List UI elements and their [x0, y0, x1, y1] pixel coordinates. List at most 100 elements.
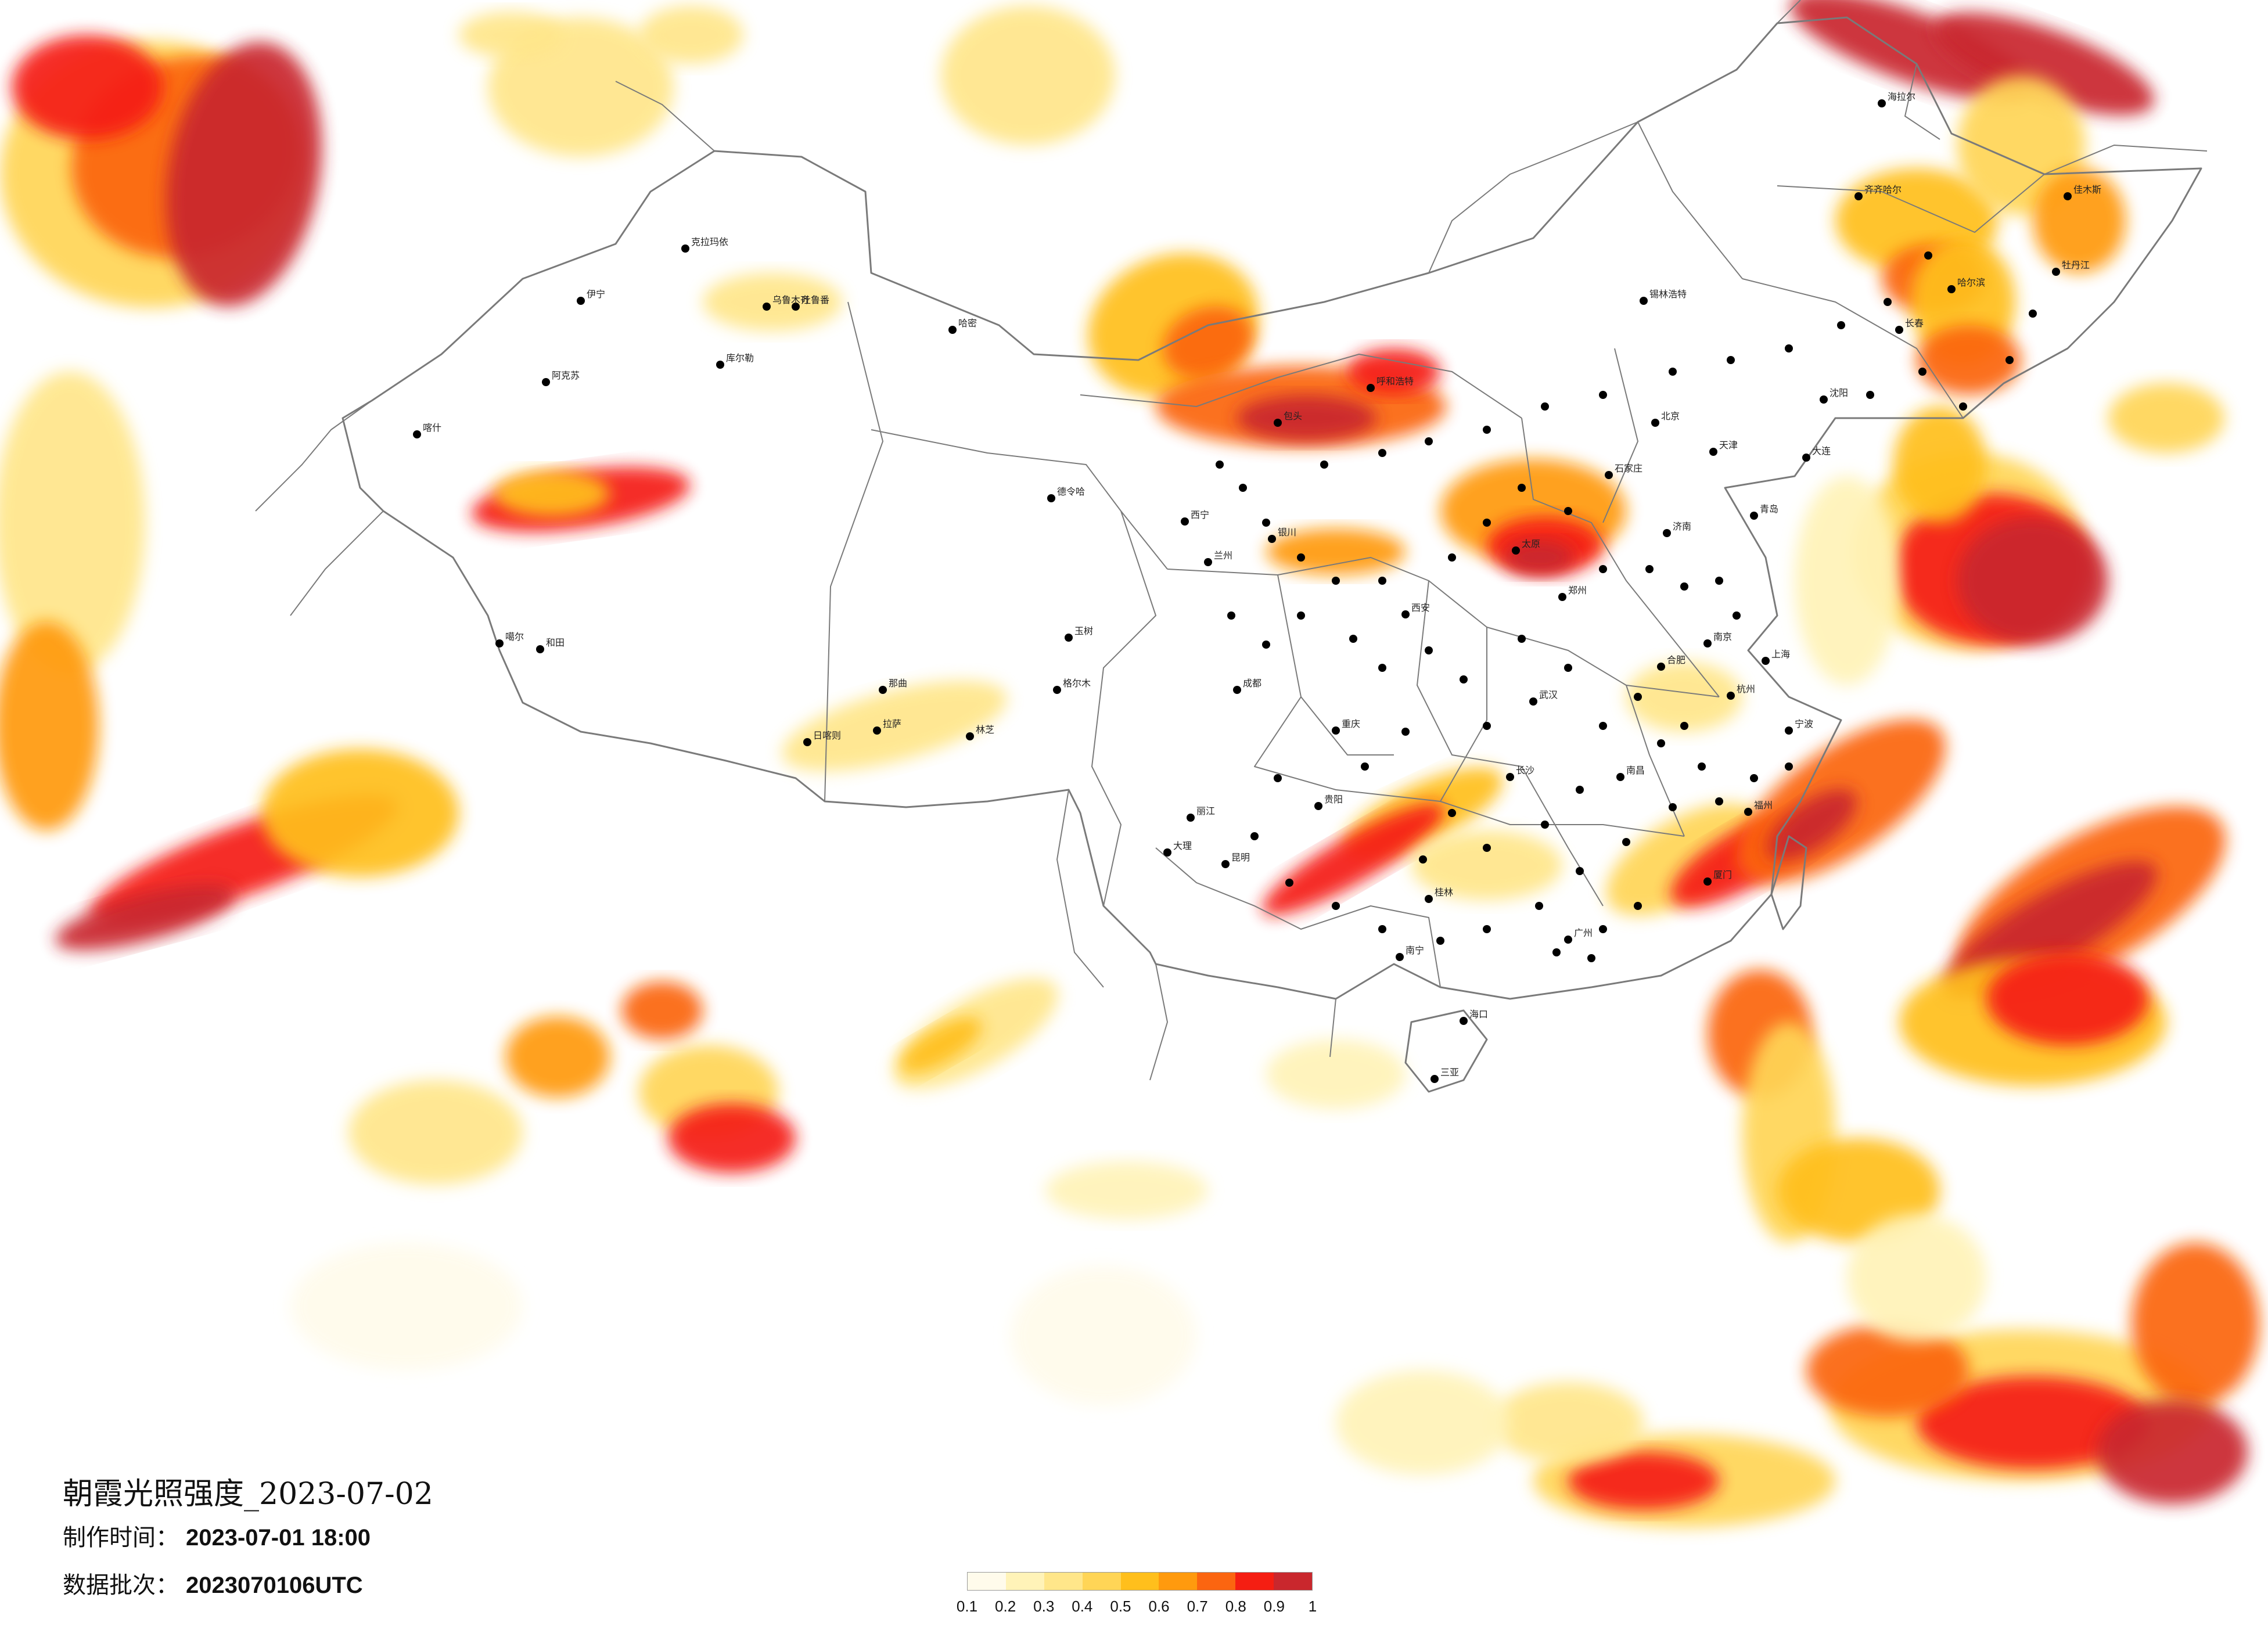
city-label: 大理	[1173, 840, 1192, 851]
heat-blob	[1504, 540, 1574, 575]
city-dot	[1047, 494, 1055, 502]
city-dot	[1483, 844, 1491, 852]
city-dot	[1750, 512, 1758, 520]
city-dot	[1947, 285, 1956, 293]
city-dot	[1401, 728, 1410, 736]
city-dot	[1564, 664, 1572, 672]
city-dot	[1680, 582, 1688, 591]
city-dot	[1785, 762, 1793, 771]
city-dot	[1227, 611, 1235, 620]
city-label: 三亚	[1440, 1067, 1459, 1078]
province-lines	[824, 63, 2045, 988]
city-dot	[1622, 838, 1630, 846]
city-dot	[1506, 773, 1514, 781]
city-label: 吐鲁番	[801, 294, 829, 305]
city-dot	[1698, 762, 1706, 771]
city-dot	[1233, 686, 1241, 694]
city-dot	[1669, 368, 1677, 376]
heat-blob	[1795, 476, 1899, 685]
heat-blob	[505, 1016, 610, 1098]
heat-blob	[2108, 383, 2224, 453]
city-dot	[1216, 461, 1224, 469]
heat-layer	[0, 0, 2259, 1527]
legend-tick-label: 0.2	[995, 1598, 1016, 1615]
heat-blob	[1957, 517, 2108, 645]
city-dot	[1715, 797, 1723, 805]
city-label: 南宁	[1406, 945, 1424, 956]
city-dot	[1918, 368, 1926, 376]
city-dot	[1715, 577, 1723, 585]
city-dot	[1378, 925, 1386, 933]
city-label: 日喀则	[813, 730, 841, 741]
map-title: 朝霞光照强度_2023-07-02	[63, 1477, 433, 1512]
city-dot	[1349, 635, 1357, 643]
city-label: 锡林浩特	[1649, 289, 1687, 300]
city-label: 广州	[1574, 927, 1593, 938]
city-label: 南昌	[1626, 765, 1645, 776]
city-dot	[1709, 448, 1717, 456]
city-label: 福州	[1754, 800, 1773, 811]
data-batch-value: 2023070106UTC	[186, 1573, 363, 1598]
legend-tick-label: 0.7	[1187, 1598, 1208, 1615]
city-dot	[1529, 697, 1537, 706]
city-label: 杭州	[1737, 684, 1755, 695]
city-dot	[1552, 948, 1561, 956]
city-label: 兰州	[1214, 550, 1232, 561]
heat-blob	[1917, 325, 2021, 395]
city-dot	[1512, 546, 1520, 555]
city-dot	[1297, 553, 1305, 562]
city-dot	[2052, 268, 2060, 276]
city-dot	[1866, 391, 1874, 399]
city-label: 南京	[1713, 631, 1732, 642]
heat-blob	[1568, 1452, 1719, 1510]
city-label: 昆明	[1231, 852, 1250, 863]
heat-blob	[166, 42, 322, 307]
city-label: 沈阳	[1830, 387, 1848, 398]
city-dot	[1733, 611, 1741, 620]
city-dot	[1187, 814, 1195, 822]
city-dot	[495, 639, 504, 647]
city-label: 海口	[1469, 1009, 1488, 1020]
city-dot	[1878, 99, 1886, 107]
legend-tick-label: 0.4	[1072, 1598, 1093, 1615]
heat-blob	[1493, 1382, 1644, 1463]
city-dot	[2005, 356, 2014, 364]
heat-blob	[1806, 1324, 1969, 1417]
city-dot	[1727, 692, 1735, 700]
city-dot	[1895, 326, 1903, 334]
city-dot	[413, 430, 421, 438]
city-dot	[1605, 471, 1613, 479]
heat-blob	[348, 1080, 523, 1185]
city-dot	[1640, 297, 1648, 305]
city-label: 哈尔滨	[1957, 277, 1985, 288]
city-dot	[1924, 251, 1932, 260]
city-dot	[1378, 449, 1386, 457]
city-label: 海拉尔	[1888, 91, 1915, 102]
color-legend: 0.1 0.2 0.3 0.4 0.5 0.6 0.7 0.8 0.9 1	[957, 1572, 1317, 1615]
city-dot	[1541, 821, 1549, 829]
city-dot	[1448, 553, 1456, 562]
production-time-label: 制作时间：	[63, 1524, 179, 1551]
city-dot	[1854, 192, 1863, 200]
heat-blob	[1917, 1376, 2149, 1469]
city-dot	[1518, 484, 1526, 492]
city-dot	[1460, 675, 1468, 684]
city-label: 牡丹江	[2062, 260, 2090, 271]
city-label: 哈密	[958, 318, 977, 329]
heat-blob	[941, 6, 1115, 145]
city-label: 西宁	[1191, 509, 1209, 520]
legend-tick-label: 0.1	[956, 1598, 978, 1615]
legend-swatch-5	[1120, 1573, 1159, 1590]
city-label: 大连	[1812, 445, 1831, 456]
legend-swatch-9	[1274, 1573, 1313, 1590]
heat-blob	[1347, 348, 1440, 395]
city-dots-layer	[413, 99, 2072, 1083]
city-dot	[1419, 855, 1427, 864]
legend-swatch-3	[1044, 1573, 1083, 1590]
production-time-row: 制作时间： 2023-07-01 18:00	[63, 1519, 371, 1552]
city-dot	[1268, 535, 1276, 543]
city-dot	[966, 732, 974, 740]
city-dot	[1204, 558, 1212, 566]
heat-blob	[1934, 12, 2155, 116]
